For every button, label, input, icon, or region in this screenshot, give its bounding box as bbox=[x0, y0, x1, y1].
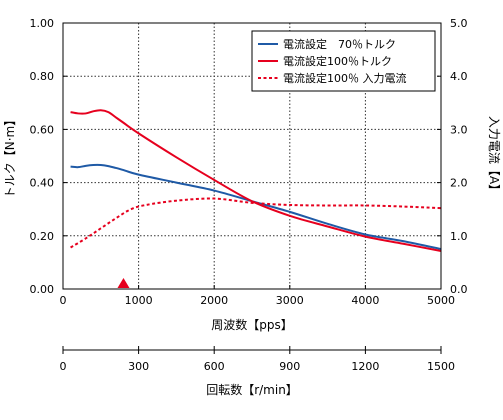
rpm-tick-label: 1200 bbox=[351, 360, 379, 373]
plot-frame bbox=[62, 22, 442, 290]
legend-label-3: 電流設定100％ 入力電流 bbox=[283, 71, 407, 85]
series-line-2 bbox=[70, 109, 442, 252]
legend-box bbox=[251, 30, 436, 92]
series-line-1 bbox=[70, 163, 442, 251]
triangle-marker bbox=[117, 278, 130, 288]
y-right-tick-label: 5.0 bbox=[450, 17, 468, 30]
rpm-axis-title: 回転数【r/min】 bbox=[206, 382, 298, 397]
rpm-tick-label: 1500 bbox=[427, 360, 455, 373]
y-left-tick-label: 0.20 bbox=[30, 230, 55, 243]
rpm-axis: 0 300 600 900 1200 1500 回転数【r/min】 bbox=[60, 346, 455, 397]
y-right-tick-label: 1.0 bbox=[450, 230, 468, 243]
x-tick-label: 4000 bbox=[351, 294, 379, 307]
rpm-tick-label: 600 bbox=[204, 360, 225, 373]
rpm-tick-label: 0 bbox=[60, 360, 67, 373]
rpm-tick-label: 900 bbox=[279, 360, 300, 373]
rpm-tick-label: 300 bbox=[128, 360, 149, 373]
x-tick-label: 1000 bbox=[125, 294, 153, 307]
axes: 0 1000 2000 3000 4000 5000 0.00 0.20 0.40 0.60 0.8… bbox=[3, 17, 501, 332]
y-left-axis-title: トルク【N·m】 bbox=[3, 114, 17, 198]
y-left-tick-label: 1.00 bbox=[30, 17, 55, 30]
marker-layer bbox=[117, 278, 130, 288]
legend-label-2: 電流設定100％トルク bbox=[283, 54, 392, 68]
y-left-tick-label: 0.80 bbox=[30, 70, 55, 83]
y-right-tick-label: 4.0 bbox=[450, 70, 468, 83]
x-tick-label: 5000 bbox=[427, 294, 455, 307]
y-left-tick-label: 0.40 bbox=[30, 177, 55, 190]
x-tick-label: 3000 bbox=[276, 294, 304, 307]
y-right-axis-title: 入力電流【A】 bbox=[487, 116, 501, 196]
x-axis-title: 周波数【pps】 bbox=[211, 317, 293, 332]
series-line-3 bbox=[70, 197, 442, 249]
series-layer bbox=[70, 109, 442, 252]
y-right-tick-label: 2.0 bbox=[450, 177, 468, 190]
x-tick-label: 2000 bbox=[200, 294, 228, 307]
legend-label-1: 電流設定 70％トルク bbox=[283, 37, 396, 51]
y-right-tick-label: 3.0 bbox=[450, 123, 468, 136]
y-left-tick-label: 0.00 bbox=[30, 283, 55, 296]
y-right-tick-label: 0.0 bbox=[450, 283, 468, 296]
x-tick-label: 0 bbox=[60, 294, 67, 307]
y-left-tick-label: 0.60 bbox=[30, 123, 55, 136]
